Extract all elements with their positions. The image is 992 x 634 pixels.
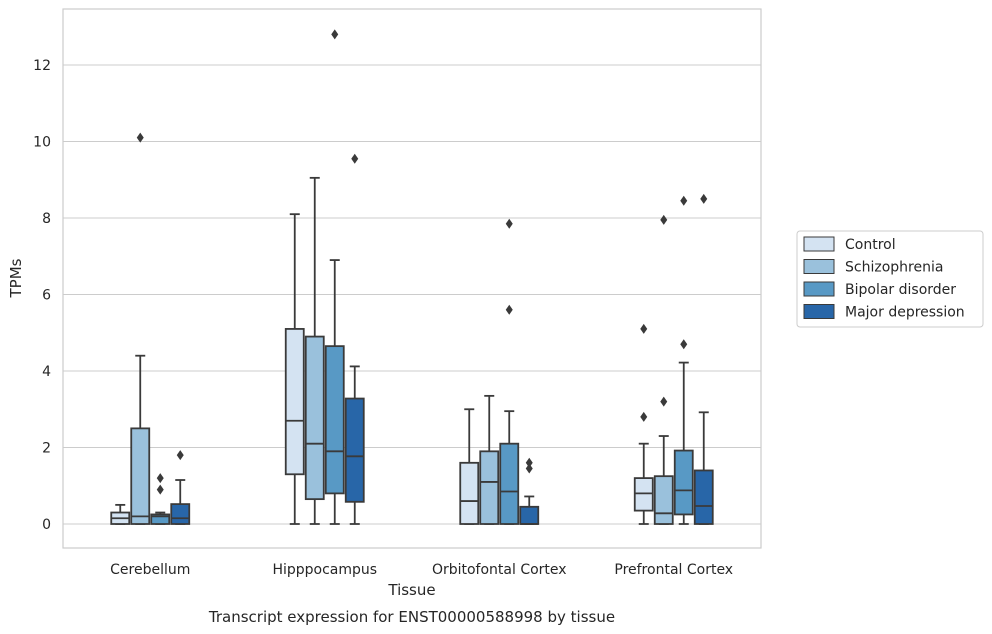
box-rect xyxy=(693,469,714,525)
plot-frame xyxy=(62,8,762,549)
outlier-point xyxy=(351,153,359,164)
box-rect xyxy=(499,442,520,525)
y-tick-label: 0 xyxy=(42,517,51,533)
chart-caption: Transcript expression for ENST0000058899… xyxy=(208,608,615,626)
legend-swatch xyxy=(803,236,835,252)
legend-label: Schizophrenia xyxy=(845,260,943,276)
box-rect xyxy=(673,449,694,516)
legend-swatch xyxy=(803,281,835,297)
y-axis-label: TPMs xyxy=(7,258,25,298)
y-tick-label: 6 xyxy=(42,288,51,304)
box-rect xyxy=(344,397,365,503)
x-tick-label: Orbitofontal Cortex xyxy=(432,562,567,578)
legend-swatch xyxy=(803,304,835,319)
x-tick-label: Cerebellum xyxy=(110,562,190,578)
box-schizophrenia xyxy=(479,394,500,525)
box-bipolar-disorder xyxy=(499,218,520,525)
legend-label: Major depression xyxy=(845,305,965,321)
outlier-point xyxy=(136,132,144,143)
legend-label: Bipolar disorder xyxy=(845,282,956,298)
box-rect xyxy=(130,427,151,525)
box-schizophrenia xyxy=(130,132,151,525)
x-tick-label: Prefrontal Cortex xyxy=(614,562,733,578)
box-rect xyxy=(170,503,191,525)
outlier-point xyxy=(176,450,184,461)
y-axis: 0 2 4 6 8 10 12 xyxy=(33,58,51,533)
box-bipolar-disorder xyxy=(673,195,694,525)
outlier-point xyxy=(640,411,648,422)
box-rect xyxy=(324,345,345,495)
box-major-depression xyxy=(170,450,191,525)
y-tick-label: 12 xyxy=(33,58,51,74)
legend-swatch xyxy=(803,259,835,274)
outlier-point xyxy=(331,29,339,40)
grid xyxy=(63,64,761,525)
box-schizophrenia xyxy=(304,176,325,525)
x-tick-label: Hipppocampus xyxy=(272,562,377,578)
outlier-point xyxy=(680,339,688,350)
outlier-point xyxy=(505,304,513,315)
outlier-point xyxy=(700,193,708,204)
box-major-depression xyxy=(693,193,714,525)
box-control xyxy=(284,213,305,525)
outlier-point xyxy=(156,473,164,484)
outlier-point xyxy=(660,214,668,225)
legend-frame xyxy=(796,230,984,328)
box-schizophrenia xyxy=(653,214,674,525)
y-tick-label: 4 xyxy=(42,364,51,380)
y-tick-label: 8 xyxy=(42,211,51,227)
box-bipolar-disorder xyxy=(150,473,171,525)
outlier-point xyxy=(640,323,648,334)
outlier-point xyxy=(660,396,668,407)
box-rect xyxy=(633,477,654,512)
plot-area xyxy=(110,29,714,525)
outlier-point xyxy=(156,484,164,495)
outlier-point xyxy=(505,218,513,229)
y-tick-label: 2 xyxy=(42,441,51,457)
box-control xyxy=(633,323,654,525)
box-rect xyxy=(479,450,500,525)
box-rect xyxy=(459,461,480,525)
outlier-point xyxy=(525,457,533,468)
outlier-point xyxy=(680,195,688,206)
legend-label: Control xyxy=(845,237,896,253)
box-major-depression xyxy=(519,457,540,525)
box-rect xyxy=(304,335,325,501)
box-rect xyxy=(284,328,305,476)
box-rect xyxy=(519,505,540,525)
legend: Control Schizophrenia Bipolar disorder Majo… xyxy=(796,230,984,328)
y-tick-label: 10 xyxy=(33,135,51,151)
box-rect xyxy=(653,475,674,525)
box-major-depression xyxy=(344,153,365,525)
box-bipolar-disorder xyxy=(324,29,345,525)
box-rect xyxy=(150,513,171,525)
box-control xyxy=(110,503,131,525)
box-control xyxy=(459,408,480,525)
x-axis: Cerebellum Hipppocampus Orbitofontal Corte… xyxy=(110,562,733,578)
outlier-point xyxy=(525,463,533,474)
x-axis-label: Tissue xyxy=(387,581,435,599)
